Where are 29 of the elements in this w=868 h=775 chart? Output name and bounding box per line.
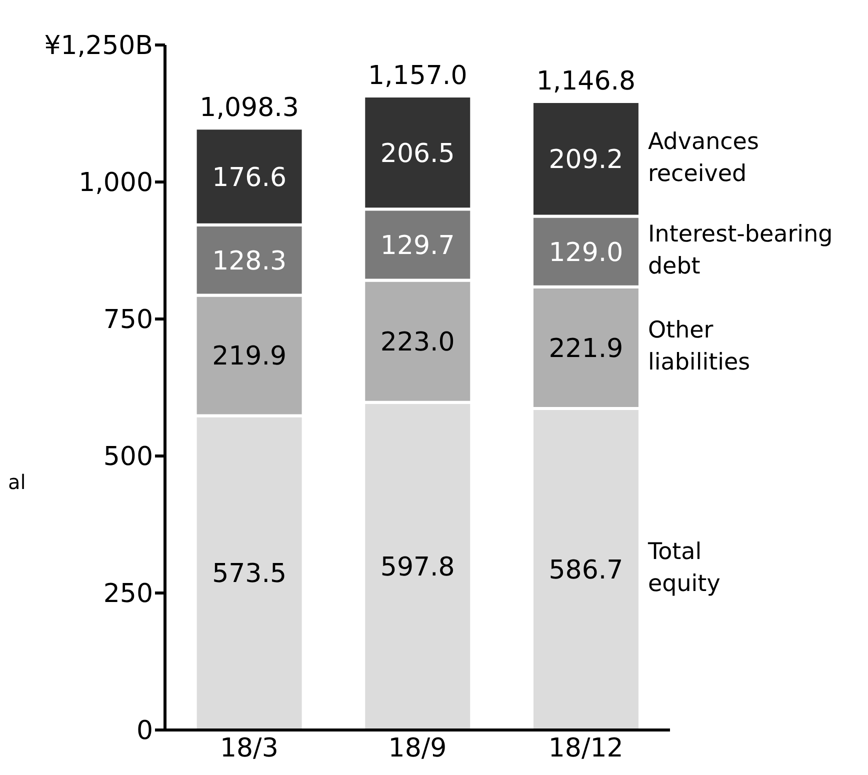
y-tick-label: 1,000 bbox=[78, 168, 153, 198]
data-label: 129.7 bbox=[380, 230, 455, 261]
data-label: 209.2 bbox=[548, 145, 624, 176]
data-label: 129.0 bbox=[548, 238, 624, 268]
y-tick-label: 250 bbox=[103, 579, 153, 610]
total-label: 1,146.8 bbox=[536, 66, 636, 97]
data-label: 221.9 bbox=[548, 334, 624, 364]
data-label: 586.7 bbox=[548, 555, 624, 586]
total-label: 1,098.3 bbox=[200, 93, 299, 124]
total-label: 1,157.0 bbox=[368, 60, 468, 91]
x-tick-label: 18/3 bbox=[220, 733, 278, 764]
y-tick-label: 500 bbox=[103, 442, 153, 472]
y-tick-label: 0 bbox=[136, 716, 153, 746]
y-tick-label: ¥1,250B bbox=[44, 31, 153, 62]
series-label: Interest-bearing debt bbox=[648, 222, 833, 280]
data-label: 128.3 bbox=[212, 246, 287, 276]
y-tick-label: 750 bbox=[103, 305, 153, 336]
data-label: 597.8 bbox=[380, 552, 455, 582]
text: al bbox=[8, 470, 26, 494]
series-label: Other liabilities bbox=[648, 318, 750, 376]
x-tick-label: 18/12 bbox=[548, 733, 624, 764]
data-label: 176.6 bbox=[212, 162, 287, 193]
data-label: 573.5 bbox=[212, 559, 287, 590]
series-label: Advances received bbox=[648, 129, 759, 188]
data-label: 219.9 bbox=[212, 342, 287, 372]
x-tick-label: 18/9 bbox=[388, 733, 447, 764]
data-label: 206.5 bbox=[380, 138, 455, 169]
data-label: 223.0 bbox=[380, 328, 455, 358]
series-label: Total equity bbox=[646, 540, 720, 598]
